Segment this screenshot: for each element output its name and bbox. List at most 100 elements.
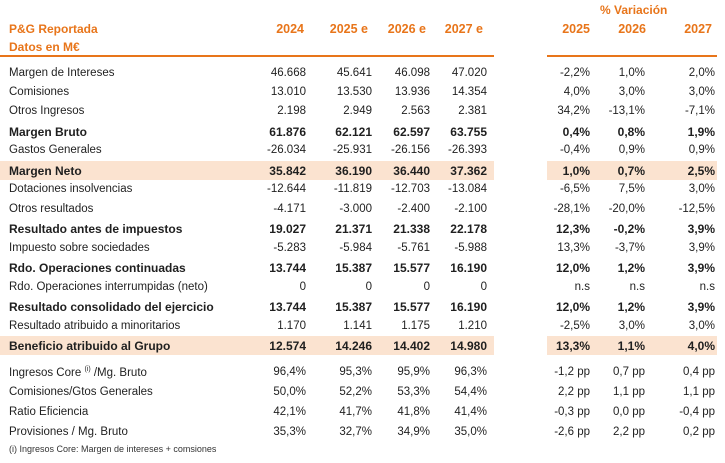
value-cell: -5.283	[273, 242, 306, 254]
variation-cell: 3,0%	[618, 320, 645, 332]
value-cell: -2.100	[454, 203, 487, 215]
variation-header-2026: 2026	[618, 22, 646, 36]
variation-cell: -20,0%	[608, 203, 645, 215]
variation-cell: -0,3 pp	[554, 406, 590, 418]
table-row: Gastos Generales -26.034 -25.931 -26.156 -26…	[0, 141, 725, 160]
value-cell: 1.170	[277, 320, 306, 332]
units-label: Datos en M€	[9, 40, 80, 54]
row-label: Dotaciones insolvencias	[9, 183, 132, 195]
value-cell: 15.577	[393, 261, 430, 275]
value-cell: 95,3%	[339, 366, 372, 378]
row-label-suffix: /Mg. Bruto	[93, 366, 147, 379]
value-cell: -5.761	[397, 242, 430, 254]
row-label: Rdo. Operaciones continuadas	[9, 261, 186, 275]
table-row: Dotaciones insolvencias -12.644 -11.819 -12…	[0, 180, 725, 199]
value-cell: 1.175	[401, 320, 430, 332]
value-cell: 35,0%	[454, 426, 487, 438]
footnote-ref: (i)	[84, 366, 91, 373]
ratio-row: Provisiones / Mg. Bruto 35,3% 32,7% 34,9% 35…	[0, 423, 725, 442]
table-row: Impuesto sobre sociedades -5.283 -5.984 -5.…	[0, 239, 725, 258]
variation-cell: 1,2%	[617, 261, 645, 275]
value-cell: 35.842	[269, 164, 306, 178]
table-row: Rdo. Operaciones interrumpidas (neto) 0 0 0…	[0, 278, 725, 297]
value-cell: 62.597	[393, 125, 430, 139]
row-label-text: Resultado antes de impuestos	[9, 222, 183, 236]
value-cell: 96,4%	[273, 366, 306, 378]
value-cell: 1.210	[458, 320, 487, 332]
value-cell: 13.530	[336, 86, 372, 98]
variation-cell: 3,9%	[687, 222, 715, 236]
value-cell: 13.744	[269, 300, 306, 314]
year-header-2025e: 2025 e	[329, 22, 368, 36]
value-cell: 32,7%	[339, 426, 372, 438]
value-cell: 2.381	[458, 105, 487, 117]
value-cell: 22.178	[450, 222, 487, 236]
variation-cell: 1,1%	[617, 339, 645, 353]
table-title: P&G Reportada	[9, 22, 98, 36]
value-cell: 2.198	[277, 105, 306, 117]
value-cell: 63.755	[450, 125, 487, 139]
row-label-text: Otros Ingresos	[9, 105, 85, 117]
value-cell: 1.141	[343, 320, 372, 332]
row-label-text: Resultado atribuido a minoritarios	[9, 320, 181, 332]
value-cell: -3.000	[339, 203, 372, 215]
variation-cell: 2,2 pp	[613, 426, 645, 438]
variation-cell: 1,0%	[562, 164, 590, 178]
row-label-text: Resultado consolidado del ejercicio	[9, 300, 214, 314]
table-row: Otros Ingresos 2.198 2.949 2.563 2.381 34,2% -…	[0, 102, 725, 121]
variation-cell: 2,0%	[688, 67, 715, 79]
row-highlight	[547, 161, 717, 180]
value-cell: 95,9%	[397, 366, 430, 378]
variation-cell: -0,4%	[559, 144, 590, 156]
value-cell: -5.984	[339, 242, 372, 254]
variation-cell: 13,3%	[555, 339, 590, 353]
variation-cell: -3,7%	[614, 242, 645, 254]
variation-cell: 1,0%	[618, 67, 645, 79]
header-rule-left	[0, 55, 494, 57]
row-label: Margen Bruto	[9, 125, 87, 139]
value-cell: 0	[423, 281, 430, 293]
row-label: Otros Ingresos	[9, 105, 84, 117]
table-row: Rdo. Operaciones continuadas 13.744 15.387…	[0, 258, 725, 277]
value-cell: 14.246	[335, 339, 372, 353]
table-row: Margen Bruto 61.876 62.121 62.597 63.755 0,4%…	[0, 122, 725, 141]
row-label: Resultado antes de impuestos	[9, 222, 182, 236]
variation-cell: -2,6 pp	[554, 426, 590, 438]
row-label-text: Comisiones	[9, 86, 70, 98]
variation-cell: n.s	[629, 281, 645, 293]
value-cell: 14.402	[393, 339, 430, 353]
variation-cell: 0,9%	[618, 144, 645, 156]
value-cell: 21.338	[393, 222, 430, 236]
variation-cell: 13,3%	[557, 242, 590, 254]
value-cell: 15.387	[335, 300, 372, 314]
value-cell: 0	[299, 281, 306, 293]
variation-cell: 12,3%	[555, 222, 590, 236]
variation-cell: 3,0%	[688, 183, 715, 195]
header-rule-right	[547, 55, 717, 57]
value-cell: 0	[480, 281, 487, 293]
value-cell: 15.387	[335, 261, 372, 275]
year-header-2027e: 2027 e	[444, 22, 483, 36]
variation-cell: 0,4 pp	[683, 366, 715, 378]
value-cell: 41,4%	[454, 406, 487, 418]
value-cell: 36.190	[335, 164, 372, 178]
table-row: Comisiones 13.010 13.530 13.936 14.354 4,0% 3,…	[0, 83, 725, 102]
table-row: Resultado atribuido a minoritarios 1.170 1…	[0, 317, 725, 336]
variation-cell: 3,9%	[687, 261, 715, 275]
value-cell: -12.644	[266, 183, 306, 195]
variation-cell: -2,2%	[559, 67, 590, 79]
value-cell: 41,8%	[397, 406, 430, 418]
row-label-text: Rdo. Operaciones continuadas	[9, 261, 186, 275]
variation-cell: 0,2 pp	[683, 426, 715, 438]
variation-cell: -28,1%	[553, 203, 590, 215]
variation-cell: 2,2 pp	[558, 386, 590, 398]
row-label: Gastos Generales	[9, 144, 102, 156]
value-cell: 19.027	[269, 222, 306, 236]
variation-cell: 0,8%	[617, 125, 645, 139]
variation-cell: 1,2%	[617, 300, 645, 314]
value-cell: 47.020	[451, 67, 487, 79]
row-label-text: Comisiones/Gtos Generales	[9, 386, 153, 398]
variation-cell: 0,7%	[617, 164, 645, 178]
row-label: Margen de Intereses	[9, 67, 114, 79]
row-label-text: Margen de Intereses	[9, 67, 115, 79]
